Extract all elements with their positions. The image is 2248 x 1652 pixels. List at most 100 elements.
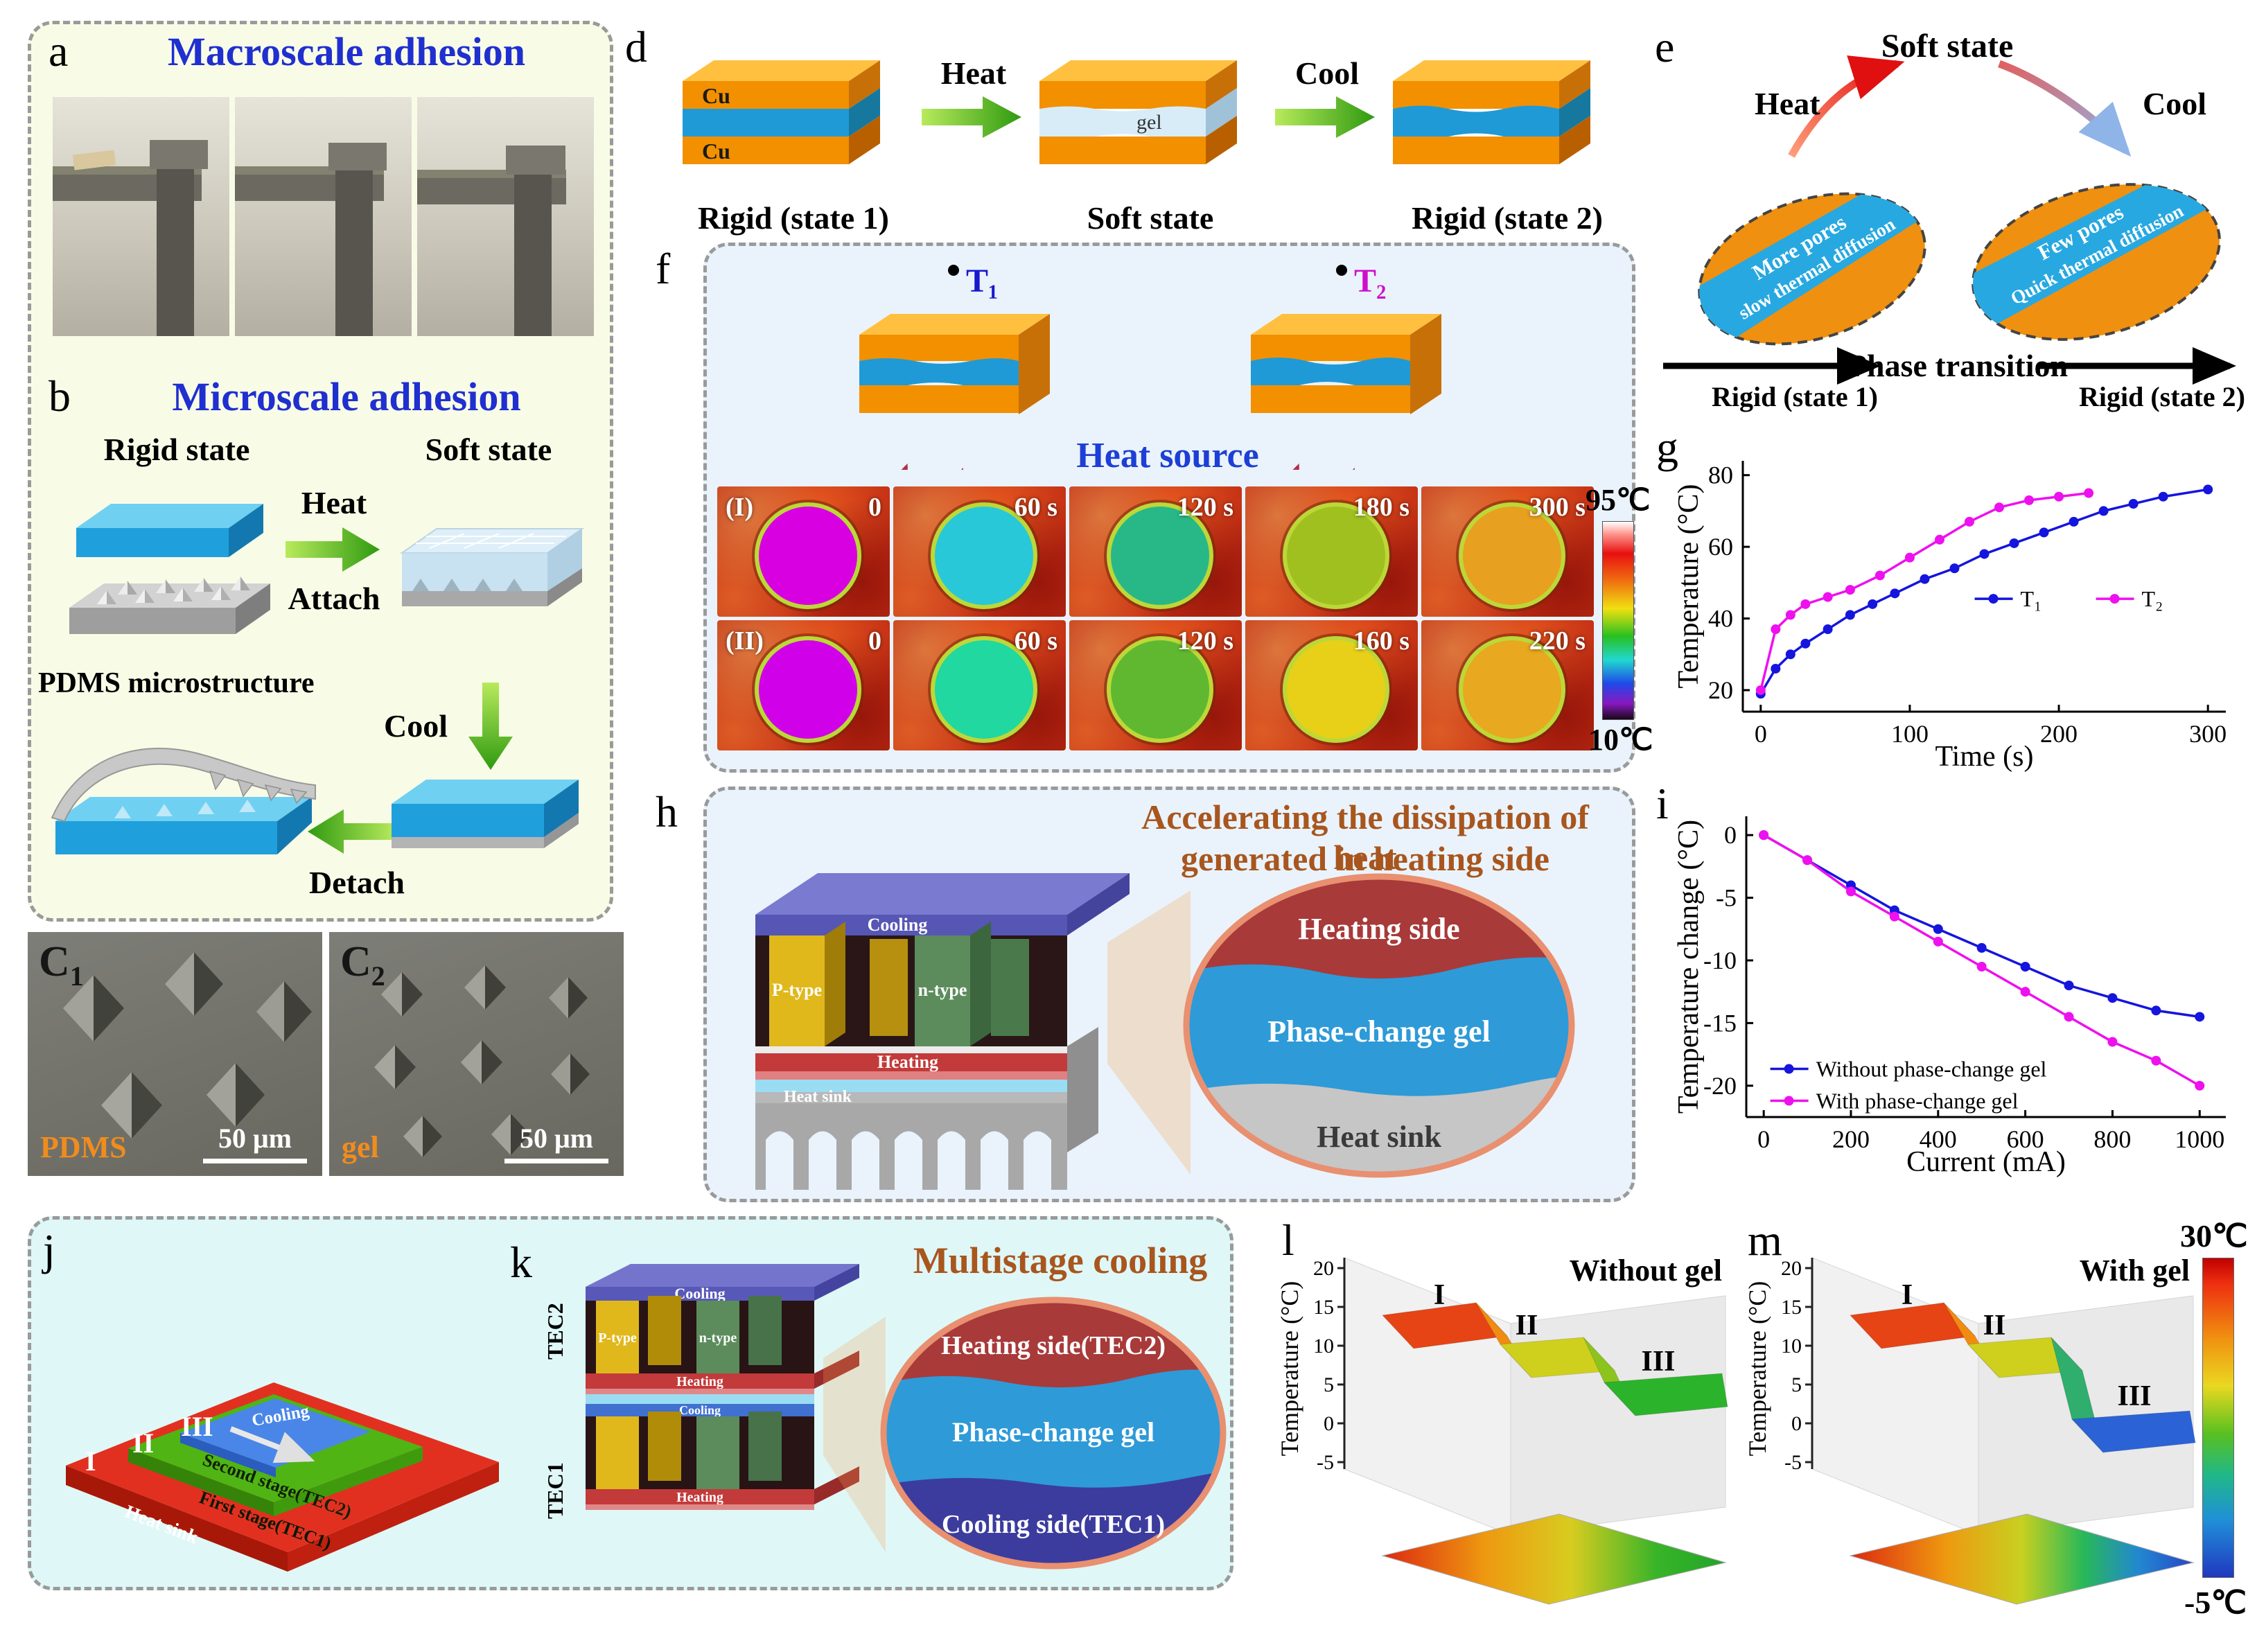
t2-marker: T₂	[1336, 262, 1386, 300]
x-tick-label: 100	[1891, 720, 1929, 748]
z-axis-ticks	[1337, 1267, 1344, 1464]
thermal-image-row1-4: 180 s	[1245, 486, 1418, 617]
legend-label: Without phase-change gel	[1816, 1057, 2047, 1082]
arrow-right-icon	[922, 96, 1021, 138]
t1-label: T₁	[966, 263, 999, 299]
imprint-pyramids	[114, 800, 256, 818]
cool-label-d: Cool	[1295, 55, 1359, 91]
t1-dot-icon	[948, 265, 959, 276]
thermal-image-row2-3: 120 s	[1069, 620, 1242, 750]
series-marker	[1823, 592, 1833, 602]
heat-sink-label-h: Heat sink	[784, 1088, 852, 1106]
gel-sample-circle	[1458, 502, 1565, 609]
y-axis-title: Temperature change (°C)	[1677, 820, 1705, 1114]
gel-sample-circle	[930, 502, 1037, 609]
sheet-teeth	[209, 770, 308, 805]
series-marker	[2195, 1012, 2205, 1022]
series-marker	[1964, 516, 1974, 527]
photo-macro-1: (I)	[53, 97, 229, 336]
ztick: 20	[1313, 1257, 1334, 1280]
stage-label-m-2: II	[1983, 1310, 2006, 1342]
grid-lines	[416, 533, 566, 549]
attach-label: Attach	[288, 580, 380, 616]
phase-transition-label: Phase transition	[1847, 348, 2068, 383]
tec-stack-diagram: TEC2 TEC1 Cooling P-type n-type Heating …	[543, 1264, 859, 1519]
series-marker	[2064, 981, 2074, 991]
thermal-colorbar	[1602, 521, 1634, 720]
series-marker	[1845, 610, 1855, 620]
stage-label-l-1: I	[1434, 1279, 1445, 1311]
thermal-image-grid: (I) 0 60 s 120 s 180 s 300 s (II) 0 60 s 120 s 160…	[717, 486, 1594, 750]
gel-sample-circle	[1282, 502, 1389, 609]
series-marker	[2151, 1055, 2161, 1066]
series-marker	[1890, 588, 1900, 599]
sem-pyramids-c2	[374, 965, 590, 1157]
panel-g-letter: g	[1656, 423, 1678, 472]
series-marker	[1845, 886, 1856, 897]
z-axis-ticks	[1805, 1267, 1812, 1464]
series-marker	[2009, 538, 2019, 548]
softstate-label-d: Soft state	[1087, 200, 1214, 236]
ztick: 5	[1791, 1373, 1802, 1396]
stage-i-label: I	[85, 1446, 96, 1477]
colorbar-f-min: 10℃	[1588, 723, 1653, 757]
series-marker	[1994, 502, 2005, 513]
heat-label-d: Heat	[940, 55, 1007, 91]
x-tick-label: 800	[2093, 1125, 2131, 1153]
series-marker	[2107, 1037, 2118, 1047]
zoom-cone-k	[823, 1317, 886, 1552]
panel-m-letter: m	[1748, 1215, 1782, 1265]
y-tick-label: -15	[1703, 1009, 1737, 1037]
p-type-label-k: P-type	[598, 1330, 637, 1346]
thermal-time-label: 180 s	[1353, 493, 1410, 522]
cool-arrow-curve	[1998, 60, 2132, 157]
thermal-time-label: 120 s	[1177, 493, 1233, 522]
ztick: 20	[1781, 1257, 1802, 1280]
legend-label: With phase-change gel	[1816, 1089, 2019, 1114]
panel-i-letter: i	[1656, 779, 1669, 828]
series-marker	[1785, 649, 1795, 660]
stage-iii-label: III	[181, 1411, 213, 1442]
surface-ribbon-m	[1849, 1302, 2196, 1453]
series-marker	[1976, 942, 1987, 953]
series-line	[1763, 834, 2200, 1019]
series-marker	[1933, 924, 1943, 934]
series-marker	[2069, 516, 2079, 527]
cu-top-label: Cu	[702, 83, 730, 108]
soft-attach-diagram	[399, 528, 585, 606]
block-rigid-state2	[1393, 60, 1590, 164]
x-axis-title: Current (mA)	[1906, 1146, 2066, 1178]
heating-side-tec2-label: Heating side(TEC2)	[941, 1331, 1166, 1360]
series-marker	[2195, 1080, 2205, 1091]
n-type-label-h: n-type	[918, 980, 967, 1000]
heat-sink-oval-label: Heat sink	[1317, 1120, 1441, 1154]
series-marker	[2128, 499, 2139, 509]
heating-top-label: Heating	[676, 1374, 723, 1389]
thermal-time-label: 60 s	[1014, 626, 1057, 656]
thermal-time-label: 60 s	[1014, 493, 1057, 522]
gel-zoom-oval-k: Heating side(TEC2) Phase-change gel Cool…	[880, 1297, 1227, 1570]
peeling-sheet	[51, 748, 316, 823]
sem-image-c1: C1 PDMS 50 μm	[28, 932, 322, 1176]
y-tick-label: 60	[1708, 533, 1733, 561]
ztick: 0	[1791, 1412, 1802, 1435]
thermal-image-row1-3: 120 s	[1069, 486, 1242, 617]
surface-ribbon-l	[1381, 1302, 1728, 1416]
temperature-time-chart: 0 100 200 300 20 40 60 80 Time (s) Temperature (°…	[1677, 461, 2227, 773]
panel-b-title: Microscale adhesion	[172, 374, 521, 419]
series-marker	[1771, 663, 1781, 674]
colorbar-m-min: -5℃	[2184, 1585, 2247, 1620]
sem-c2-material: gel	[342, 1130, 379, 1164]
n-type-label-k: n-type	[699, 1330, 737, 1346]
y-tick-label: -20	[1703, 1072, 1737, 1100]
heat-label: Heat	[301, 485, 367, 520]
series-marker	[1904, 552, 1915, 563]
series-marker	[1933, 936, 1943, 947]
series-marker	[1934, 534, 1944, 545]
rigid-state1-label-e: Rigid (state 1)	[1712, 381, 1878, 412]
more-pores-oval: More pores slow thermal diffusion	[1693, 169, 1926, 352]
tec2-label: TEC2	[543, 1303, 568, 1360]
stage-label-m-1: I	[1902, 1279, 1913, 1311]
gel-sample-circle	[1282, 636, 1389, 743]
series-marker	[2151, 1005, 2161, 1016]
